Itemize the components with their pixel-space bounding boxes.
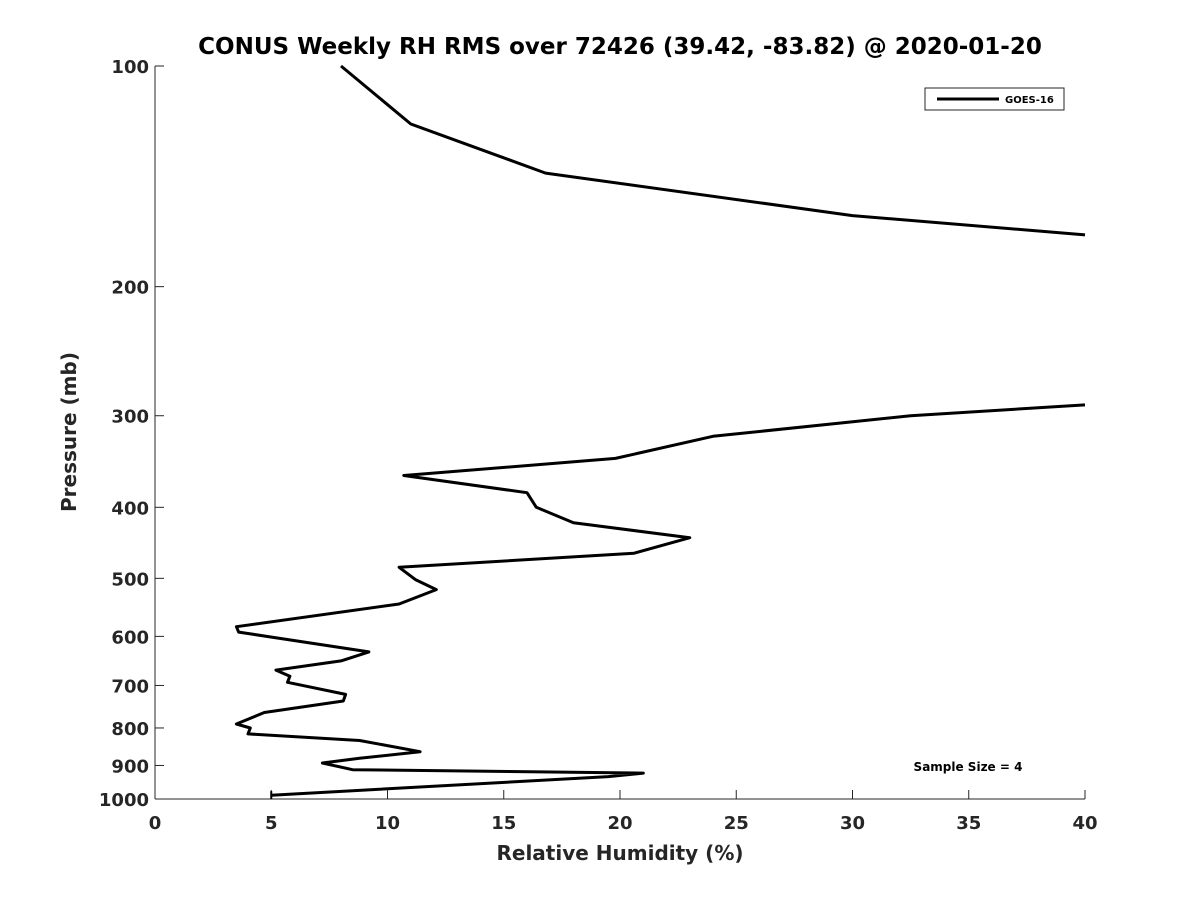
x-axis-ticks: 0 5 10 15 20 25 30 35 40 <box>149 790 1098 834</box>
y-tick-label: 300 <box>111 407 149 428</box>
y-tick-label: 900 <box>111 756 149 777</box>
y-axis-ticks: 100 200 300 400 500 600 700 800 900 1000 <box>99 57 164 811</box>
x-tick-label: 30 <box>840 813 865 834</box>
chart-title: CONUS Weekly RH RMS over 72426 (39.42, -… <box>198 34 1042 60</box>
y-tick-label: 800 <box>111 719 149 740</box>
y-tick-label: 700 <box>111 676 149 697</box>
y-tick-label: 200 <box>111 278 149 299</box>
y-tick-label: 1000 <box>99 790 149 811</box>
series-layer <box>234 64 1086 800</box>
x-tick-label: 20 <box>607 813 632 834</box>
x-tick-label: 0 <box>149 813 162 834</box>
x-tick-label: 25 <box>724 813 749 834</box>
x-tick-label: 35 <box>956 813 981 834</box>
legend-label: GOES-16 <box>1005 95 1054 106</box>
y-tick-label: 400 <box>111 498 149 519</box>
y-tick-label: 500 <box>111 569 149 590</box>
x-tick-label: 10 <box>375 813 400 834</box>
x-axis-label: Relative Humidity (%) <box>496 841 743 865</box>
sample-size-annotation: Sample Size = 4 <box>914 760 1023 774</box>
y-tick-label: 600 <box>111 627 149 648</box>
x-tick-label: 40 <box>1072 813 1097 834</box>
series-line-1 <box>340 64 1086 237</box>
x-tick-label: 5 <box>265 813 278 834</box>
y-axis-label: Pressure (mb) <box>57 352 81 512</box>
plot-area <box>154 66 1085 800</box>
x-tick-label: 15 <box>491 813 516 834</box>
legend: GOES-16 <box>924 87 1065 111</box>
y-tick-label: 100 <box>111 57 149 78</box>
series-line-2 <box>234 403 1086 797</box>
